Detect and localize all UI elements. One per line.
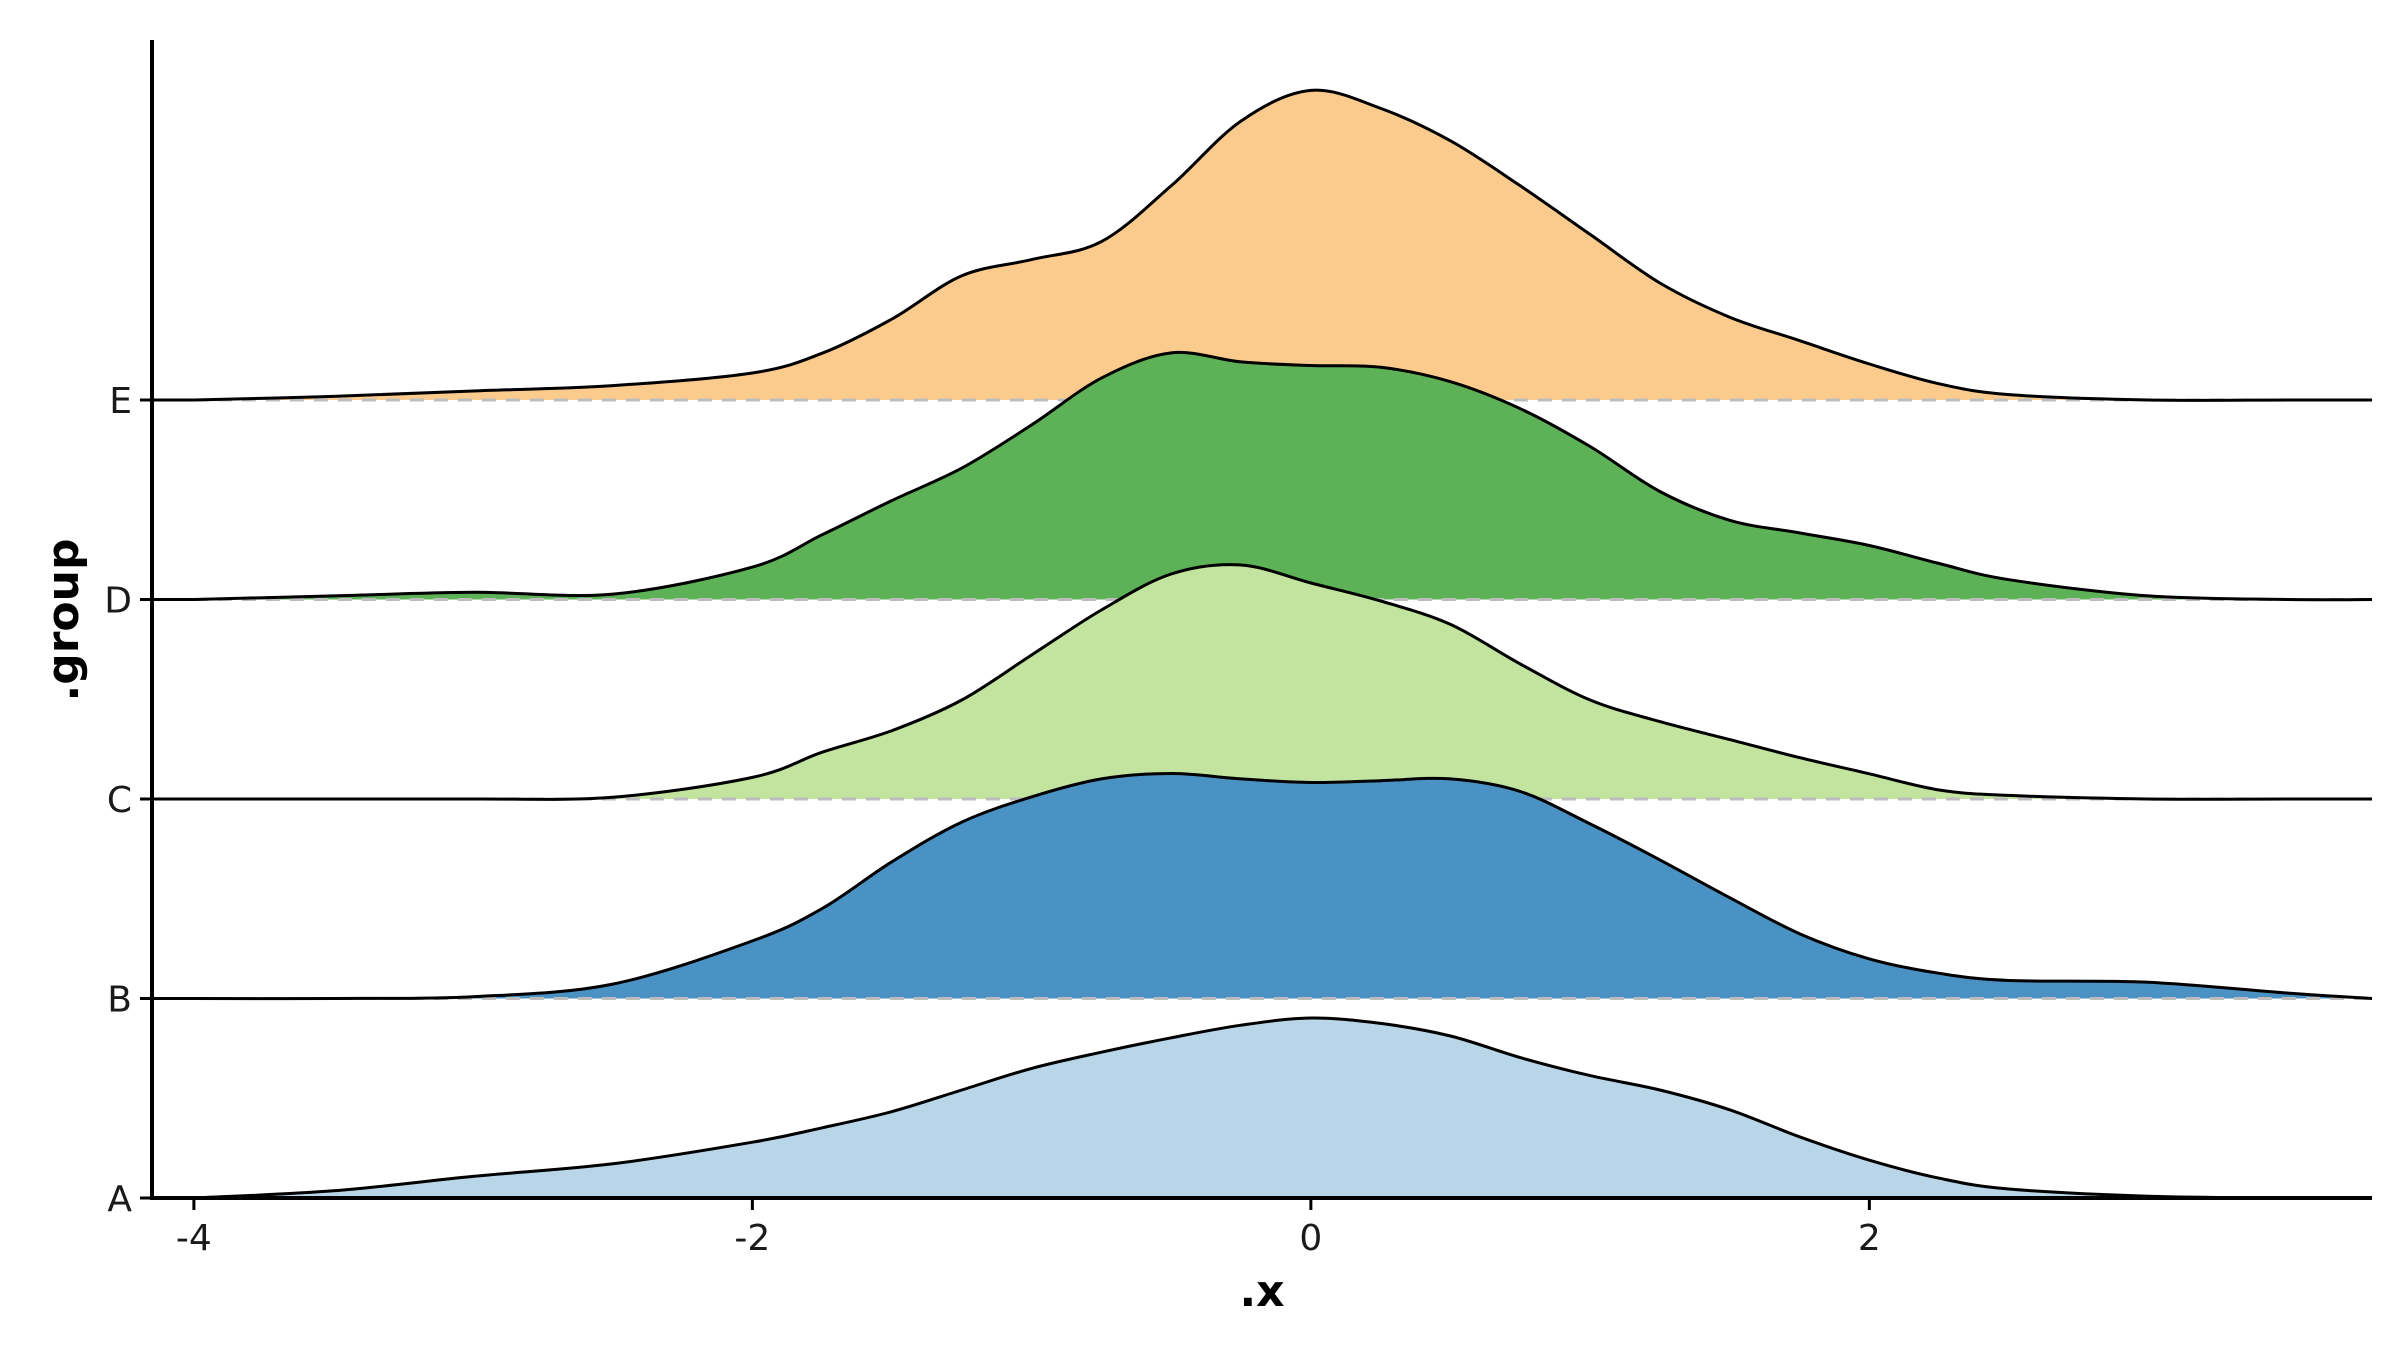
density-line-D — [152, 350, 2373, 602]
ridge-A — [152, 1016, 2373, 1200]
x-tick-label: 2 — [1858, 1218, 1881, 1259]
ridge-E — [152, 88, 2373, 402]
ridge-layer — [152, 88, 2373, 1200]
x-axis-ticks: -4 -2 0 2 — [176, 1198, 1881, 1259]
density-area-E — [193, 90, 2373, 401]
density-line-A — [152, 1016, 2373, 1200]
y-tick-label: B — [107, 980, 132, 1021]
y-axis-title: .group — [38, 539, 89, 702]
x-tick-label: 0 — [1299, 1218, 1322, 1259]
y-tick-label: C — [107, 780, 132, 821]
y-tick-label: A — [107, 1179, 132, 1220]
density-line-B — [152, 771, 2373, 1001]
density-area-A — [193, 1017, 2373, 1199]
x-tick-label: -4 — [176, 1218, 212, 1259]
x-tick-label: -2 — [734, 1218, 770, 1259]
y-tick-label: E — [109, 381, 132, 422]
density-line-E — [152, 88, 2372, 402]
density-area-C — [193, 564, 2373, 800]
ridge-B — [152, 771, 2373, 1001]
y-tick-label: D — [104, 581, 132, 622]
density-area-B — [193, 773, 2373, 999]
axes: -4 -2 0 2 A B C D E — [104, 40, 2372, 1259]
density-line-C — [152, 563, 2372, 801]
y-axis-ticks: A B C D E — [104, 381, 152, 1220]
x-axis-title: .x — [1239, 1266, 1284, 1317]
